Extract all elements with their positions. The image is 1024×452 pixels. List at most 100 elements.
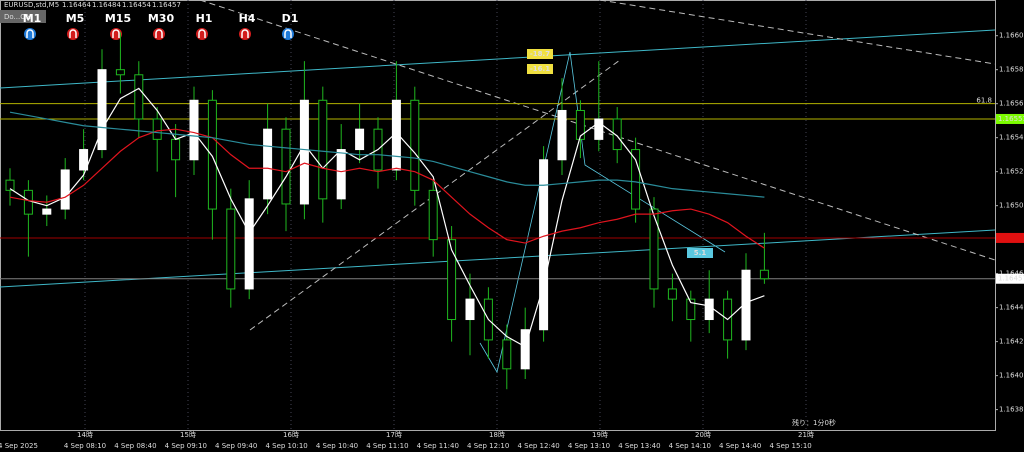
timeframe-icon-glyph[interactable]	[284, 29, 292, 38]
candle-body	[189, 99, 199, 161]
timeframe-button[interactable]: D1	[282, 12, 299, 25]
candle-body	[575, 109, 585, 140]
y-tick-label: 1.16580	[999, 66, 1024, 74]
timeframe-icon-glyph[interactable]	[155, 29, 163, 38]
candle-body	[263, 128, 273, 200]
y-tick-label: 1.16380	[999, 406, 1024, 414]
annotation: 5.1	[694, 249, 707, 257]
timeframe-icon-glyph[interactable]	[26, 29, 34, 38]
ohlc-value: 1.16464	[62, 1, 91, 9]
ohlc-value: 1.16457	[152, 1, 181, 9]
timeframe-button[interactable]: M15	[105, 12, 131, 25]
y-tick-label: 1.16600	[999, 32, 1024, 40]
candle-body	[539, 159, 549, 331]
candle-body	[667, 288, 677, 300]
price-label: 1.16457	[998, 275, 1024, 283]
candle-body	[281, 128, 291, 205]
plot-frame	[0, 0, 996, 431]
candle-body	[502, 339, 512, 370]
annotation-box	[527, 64, 553, 74]
candle-body	[759, 269, 769, 280]
annotation: -18.7	[530, 50, 550, 58]
timeframe-button[interactable]: M1	[23, 12, 42, 25]
y-tick-label: 1.16560	[999, 100, 1024, 108]
time-label: 4 Sep 13:10	[568, 442, 610, 450]
moving-average	[9, 128, 765, 249]
hour-label: 17時	[386, 431, 402, 439]
time-label: 4 Sep 12:10	[467, 442, 509, 450]
candle-body	[336, 149, 346, 200]
candle-body	[171, 138, 181, 161]
candle-body	[465, 298, 475, 321]
candle-body	[226, 208, 236, 290]
timeframe-icon-glyph[interactable]	[198, 29, 206, 38]
time-label: 4 Sep 08:10	[64, 442, 106, 450]
time-label: 4 Sep 2025	[0, 442, 38, 450]
time-label: 4 Sep 14:10	[669, 442, 711, 450]
hour-label: 18時	[489, 431, 505, 439]
candle-body	[79, 149, 89, 171]
candle-body	[649, 208, 659, 290]
y-tick-label: 1.16400	[999, 372, 1024, 380]
candle-body	[686, 298, 696, 321]
candle-body	[97, 69, 107, 151]
timeframe-icon-glyph[interactable]	[112, 29, 120, 38]
candle-body	[152, 118, 162, 140]
candle-body	[42, 208, 52, 215]
hour-label: 16時	[283, 431, 299, 439]
moving-average	[9, 87, 765, 348]
candle-body	[355, 128, 365, 151]
timeframe-button[interactable]: M5	[66, 12, 85, 25]
time-label: 4 Sep 09:40	[215, 442, 257, 450]
price-label-box	[996, 113, 1024, 124]
candle-body	[115, 69, 125, 76]
timeframe-icon-glyph[interactable]	[69, 29, 77, 38]
time-label: 4 Sep 08:40	[114, 442, 156, 450]
time-label: 4 Sep 10:10	[265, 442, 307, 450]
annotation-box	[687, 248, 713, 258]
candle-body	[60, 169, 70, 210]
y-tick-label: 1.16520	[999, 168, 1024, 176]
candle-body	[410, 99, 420, 191]
hour-label: 19時	[592, 431, 608, 439]
time-label: 4 Sep 09:10	[165, 442, 207, 450]
time-label: 4 Sep 10:40	[316, 442, 358, 450]
price-label-box	[996, 273, 1024, 284]
candle-body	[391, 99, 401, 171]
toggle-label[interactable]: Do...ON	[4, 13, 31, 21]
time-label: 4 Sep 15:10	[769, 442, 811, 450]
time-label: 4 Sep 14:40	[719, 442, 761, 450]
ohlc-value: 1.16484	[92, 1, 121, 9]
candle-body	[631, 149, 641, 210]
candle-body	[520, 329, 530, 370]
hour-label: 14時	[77, 431, 93, 439]
annotation-box	[527, 49, 553, 59]
ohlc-value: 1.16454	[122, 1, 151, 9]
y-tick-label: 1.16420	[999, 338, 1024, 346]
candle-body	[244, 198, 254, 290]
candle-body	[594, 118, 604, 140]
candle-body	[557, 109, 567, 161]
timeframe-button[interactable]: H4	[239, 12, 256, 25]
candle-body	[318, 99, 328, 200]
timeframe-button[interactable]: H1	[196, 12, 213, 25]
y-tick-label: 1.16540	[999, 134, 1024, 142]
candle-body	[428, 189, 438, 241]
time-label: 4 Sep 12:40	[517, 442, 559, 450]
hour-label: 20時	[695, 431, 711, 439]
toggle-box[interactable]	[0, 10, 46, 23]
candle-body	[134, 74, 144, 120]
time-label: 4 Sep 13:40	[618, 442, 660, 450]
symbol: EURUSD,std,M5	[4, 1, 59, 9]
timeframe-icon-glyph[interactable]	[241, 29, 249, 38]
y-tick-label: 1.16460	[999, 270, 1024, 278]
candle-body	[612, 118, 622, 151]
time-label: 4 Sep 11:10	[366, 442, 408, 450]
time-label: 4 Sep 11:40	[417, 442, 459, 450]
candle-body	[447, 239, 457, 321]
timeframe-button[interactable]: M30	[148, 12, 175, 25]
y-tick-label: 1.16500	[999, 202, 1024, 210]
countdown: 残り：1分0秒	[792, 418, 836, 427]
